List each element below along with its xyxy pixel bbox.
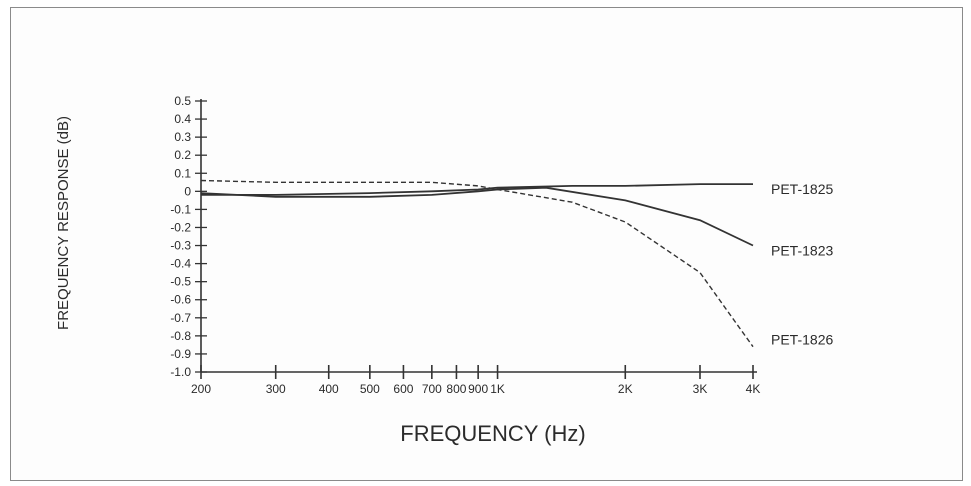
y-tick-label: 0 (184, 184, 191, 198)
x-tick-label: 200 (191, 382, 211, 396)
x-tick-label: 3K (693, 382, 708, 396)
x-tick-label: 2K (618, 382, 633, 396)
y-tick-label: 0.2 (174, 148, 191, 162)
series-labels: PET-1825 PET-1823 PET-1826 (771, 181, 833, 348)
x-tick-label: 1K (490, 382, 505, 396)
frequency-response-chart: 0.5 0.4 0.3 0.2 0.1 0 -0.1 -0.2 -0.3 -0.4 -0.5 -0.6… (55, 94, 833, 446)
y-axis-label: FREQUENCY RESPONSE (dB) (55, 116, 72, 330)
y-tick-label: -0.9 (170, 347, 191, 361)
y-tick-label: -0.7 (170, 311, 191, 325)
y-tick-label: -0.5 (170, 275, 191, 289)
y-tick-label: 0.4 (174, 112, 191, 126)
chart-frame: 0.5 0.4 0.3 0.2 0.1 0 -0.1 -0.2 -0.3 -0.4 -0.5 -0.6… (10, 7, 963, 481)
y-tick-label: -0.1 (170, 202, 191, 216)
y-tick-label: 0.1 (174, 166, 191, 180)
x-tick-label: 600 (393, 382, 413, 396)
series-label-pet-1826: PET-1826 (771, 332, 833, 348)
series-line-pet-1825 (201, 183, 753, 196)
y-tick-label: -0.2 (170, 220, 191, 234)
y-tick-label: 0.3 (174, 130, 191, 144)
ticks: 0.5 0.4 0.3 0.2 0.1 0 -0.1 -0.2 -0.3 -0.4 -0.5 -0.6… (170, 94, 760, 396)
y-tick-label: -0.3 (170, 239, 191, 253)
y-tick-label: 0.5 (174, 94, 191, 108)
series-line-pet-1826 (200, 179, 754, 348)
x-tick-label: 800 (446, 382, 466, 396)
x-axis-label: FREQUENCY (Hz) (400, 421, 585, 446)
x-tick-label: 400 (319, 382, 339, 396)
x-tick-label: 500 (360, 382, 380, 396)
y-tick-label: -0.4 (170, 257, 191, 271)
series-label-pet-1823: PET-1823 (771, 243, 833, 259)
axes (200, 99, 757, 373)
y-tick-label: -1.0 (170, 365, 191, 379)
x-tick-label: 900 (468, 382, 488, 396)
series-lines (200, 179, 754, 348)
series-line-pet-1823 (200, 186, 754, 247)
x-tick-label: 300 (266, 382, 286, 396)
x-tick-label: 700 (422, 382, 442, 396)
y-tick-label: -0.8 (170, 329, 191, 343)
y-tick-label: -0.6 (170, 293, 191, 307)
series-label-pet-1825: PET-1825 (771, 181, 833, 197)
x-tick-label: 4K (746, 382, 761, 396)
